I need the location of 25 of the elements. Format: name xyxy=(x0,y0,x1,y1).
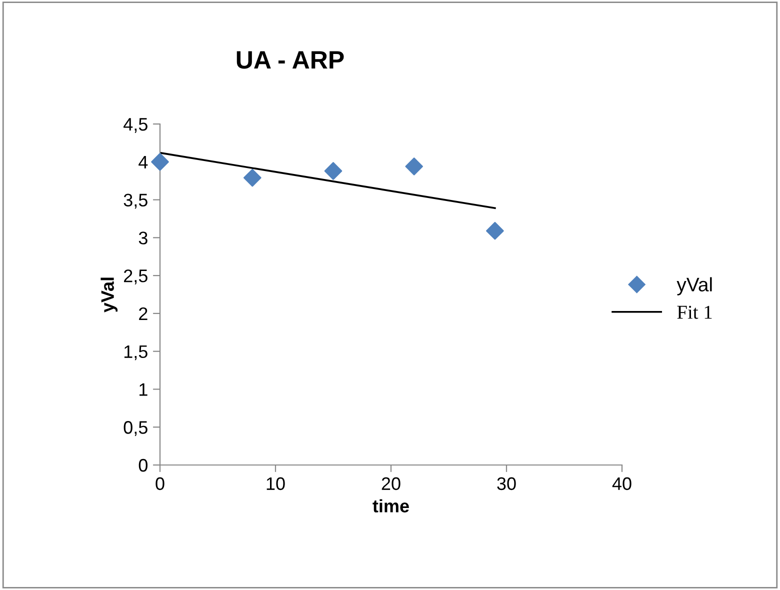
legend-label: Fit 1 xyxy=(677,306,712,319)
y-tick-label: 3,5 xyxy=(124,194,148,209)
x-tick-label: 30 xyxy=(497,477,516,490)
x-tick-label: 10 xyxy=(266,477,285,490)
point xyxy=(486,222,504,240)
chart-title: UA - ARP xyxy=(236,51,344,69)
y-tick-label: 1 xyxy=(140,383,148,396)
point xyxy=(405,158,424,176)
y-tick-label: 4,5 xyxy=(124,118,148,133)
y-tick-label: 2,5 xyxy=(124,269,148,284)
y-tick-label: 0 xyxy=(138,458,148,472)
y-axis-title: yVal xyxy=(100,278,118,312)
y-tick-label: 3 xyxy=(138,232,148,244)
x-tick-label: 40 xyxy=(612,477,632,490)
x-axis-title: time xyxy=(372,499,409,512)
y-tick-label: 0,5 xyxy=(124,421,148,436)
y-tick-label: 1,5 xyxy=(124,345,148,360)
x-tick-label: 0 xyxy=(156,477,164,490)
y-tick-label: 2 xyxy=(139,307,148,320)
y-tick-label: 4 xyxy=(138,156,148,168)
point xyxy=(324,162,342,180)
point xyxy=(151,152,169,171)
x-tick-label: 20 xyxy=(382,477,400,490)
legend-label: yVal xyxy=(676,277,712,296)
point xyxy=(243,168,262,187)
